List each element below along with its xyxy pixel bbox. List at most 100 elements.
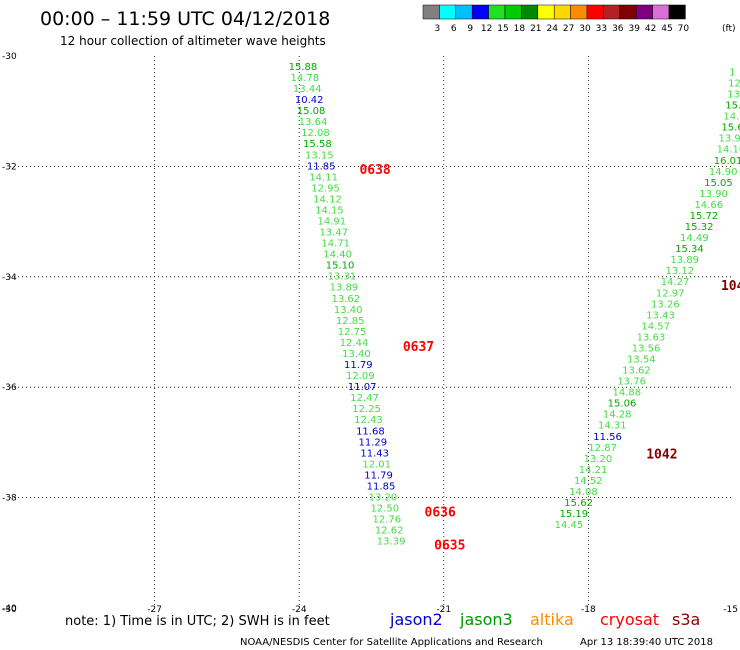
wave-height-value: 13.40	[334, 305, 363, 316]
colorbar-label: 18	[514, 24, 526, 34]
x-tick-label: -27	[147, 605, 162, 615]
wave-height-value: 15.88	[289, 62, 318, 73]
colorbar-swatch	[504, 4, 522, 20]
wave-height-value: 11.43	[360, 448, 389, 459]
x-tick-label: -15	[723, 605, 738, 615]
wave-height-value: 15.62	[564, 498, 593, 509]
wave-height-value: 12.43	[354, 415, 383, 426]
page-subtitle: 12 hour collection of altimeter wave hei…	[60, 34, 326, 48]
wave-height-value: 13.76	[617, 377, 646, 388]
wave-height-value: 14.11	[309, 172, 338, 183]
colorbar-swatch	[439, 4, 457, 20]
orbit-label: 0637	[403, 340, 434, 355]
colorbar-label: 36	[612, 24, 624, 34]
wave-height-value: 13.20	[584, 454, 613, 465]
y-tick-label: -32	[2, 162, 17, 172]
wave-height-value: 15.06	[608, 399, 637, 410]
colorbar-label: 30	[579, 24, 591, 34]
note-text: note: 1) Time is in UTC; 2) SWH is in fe…	[65, 614, 330, 629]
wave-height-value: 13.62	[622, 366, 651, 377]
y-tick-label: -34	[2, 273, 17, 283]
legend-s3a: s3a	[672, 610, 700, 629]
wave-height-value: 14.40	[323, 250, 352, 261]
wave-height-value: 13.89	[330, 283, 359, 294]
colorbar-label: 45	[661, 24, 672, 34]
wave-height-value: 12.01	[362, 459, 391, 470]
colorbar-swatch	[471, 4, 489, 20]
x-tick-label: -21	[436, 605, 451, 615]
wave-height-value: 16.01	[714, 156, 740, 167]
wave-height-value: 14.31	[598, 421, 627, 432]
wave-height-value: 13.43	[646, 310, 675, 321]
wave-height-value: 13.39	[377, 537, 406, 548]
colorbar-label: 27	[563, 24, 574, 34]
wave-height-value: 14.49	[680, 233, 709, 244]
wave-height-value: 14.71	[321, 239, 350, 250]
wave-height-value: 13	[727, 90, 740, 101]
colorbar-label: 15	[497, 24, 508, 34]
wave-height-value: 14.57	[641, 321, 670, 332]
wave-height-value: 13.56	[632, 343, 661, 354]
timestamp-text: Apr 13 18:39:40 UTC 2018	[580, 637, 713, 648]
wave-height-value: 12.09	[346, 371, 375, 382]
orbit-label: 1041	[721, 279, 740, 294]
colorbar-label: 33	[596, 24, 607, 34]
wave-height-value: 13.31	[328, 272, 357, 283]
wave-height-value: 13.89	[670, 255, 699, 266]
y-tick-label: -38	[2, 494, 17, 504]
wave-height-value: 15.72	[690, 211, 719, 222]
wave-height-value: 12.62	[375, 526, 404, 537]
wave-height-value: 14.10	[717, 145, 740, 156]
wave-height-value: 14.28	[603, 410, 632, 421]
wave-height-value: 13.90	[699, 189, 728, 200]
colorbar: 3 6 9 12 15 18 21 24 27 30 33 36 39 42 45 70 (ft)	[422, 4, 736, 34]
wave-height-value: 15.19	[559, 509, 588, 520]
wave-height-value: 11.79	[364, 470, 393, 481]
wave-height-value: 10.42	[295, 95, 324, 106]
page-title: 00:00 – 11:59 UTC 04/12/2018	[40, 8, 330, 30]
wave-height-value: 13.12	[666, 266, 695, 277]
wave-height-value: 11.07	[348, 382, 377, 393]
wave-height-value: 14.91	[318, 216, 347, 227]
wave-height-value: 13.62	[331, 294, 360, 305]
wave-height-value: 13.63	[637, 332, 666, 343]
y-tick-label: -40	[2, 604, 17, 614]
colorbar-swatch	[619, 4, 637, 20]
wave-height-value: 14.52	[574, 476, 603, 487]
colorbar-label: 9	[467, 24, 473, 34]
wave-height-value: 14.88	[613, 388, 642, 399]
wave-height-value: 14.08	[569, 487, 598, 498]
colorbar-swatch	[652, 4, 670, 20]
legend-jason2: jason2	[389, 610, 443, 629]
legend-cryosat: cryosat	[600, 610, 659, 629]
colorbar-label: 21	[530, 24, 541, 34]
colorbar-swatch	[570, 4, 588, 20]
wave-height-value: 14.45	[555, 520, 584, 531]
colorbar-label: 24	[546, 24, 558, 34]
colorbar-swatch	[553, 4, 571, 20]
colorbar-swatch	[603, 4, 621, 20]
wave-height-value: 14.66	[694, 200, 723, 211]
wave-height-value: 11.79	[344, 360, 373, 371]
colorbar-swatch	[537, 4, 555, 20]
orbit-labels: 0638 0637 0636 0635 1041 1042	[359, 163, 740, 553]
colorbar-label: 3	[435, 24, 441, 34]
wave-height-value: 14.78	[291, 73, 320, 84]
wave-height-value: 14.5	[723, 112, 740, 123]
wave-height-value: 15.58	[303, 139, 332, 150]
wave-height-value: 12.75	[338, 327, 367, 338]
colorbar-swatch	[488, 4, 506, 20]
wave-height-value: 11.29	[358, 437, 387, 448]
wave-height-value: 13.44	[293, 84, 322, 95]
axis-ticks: -30-32-34-36-38-40-30 -27 -24 -21 -18 -15	[2, 52, 738, 615]
colorbar-swatch	[586, 4, 604, 20]
x-tick-label: -24	[292, 605, 307, 615]
x-tick-label: -30	[2, 605, 17, 615]
wave-height-value: 12.85	[336, 316, 365, 327]
wave-height-value: 15.05	[704, 178, 733, 189]
wave-height-value: 12.76	[372, 515, 401, 526]
wave-height-value: 15.10	[326, 261, 355, 272]
wave-height-value: 11.56	[593, 432, 622, 443]
wave-height-value: 13.26	[651, 299, 680, 310]
data-points: 15.8814.7813.4410.4215.0813.6412.0815.58…	[289, 62, 740, 548]
